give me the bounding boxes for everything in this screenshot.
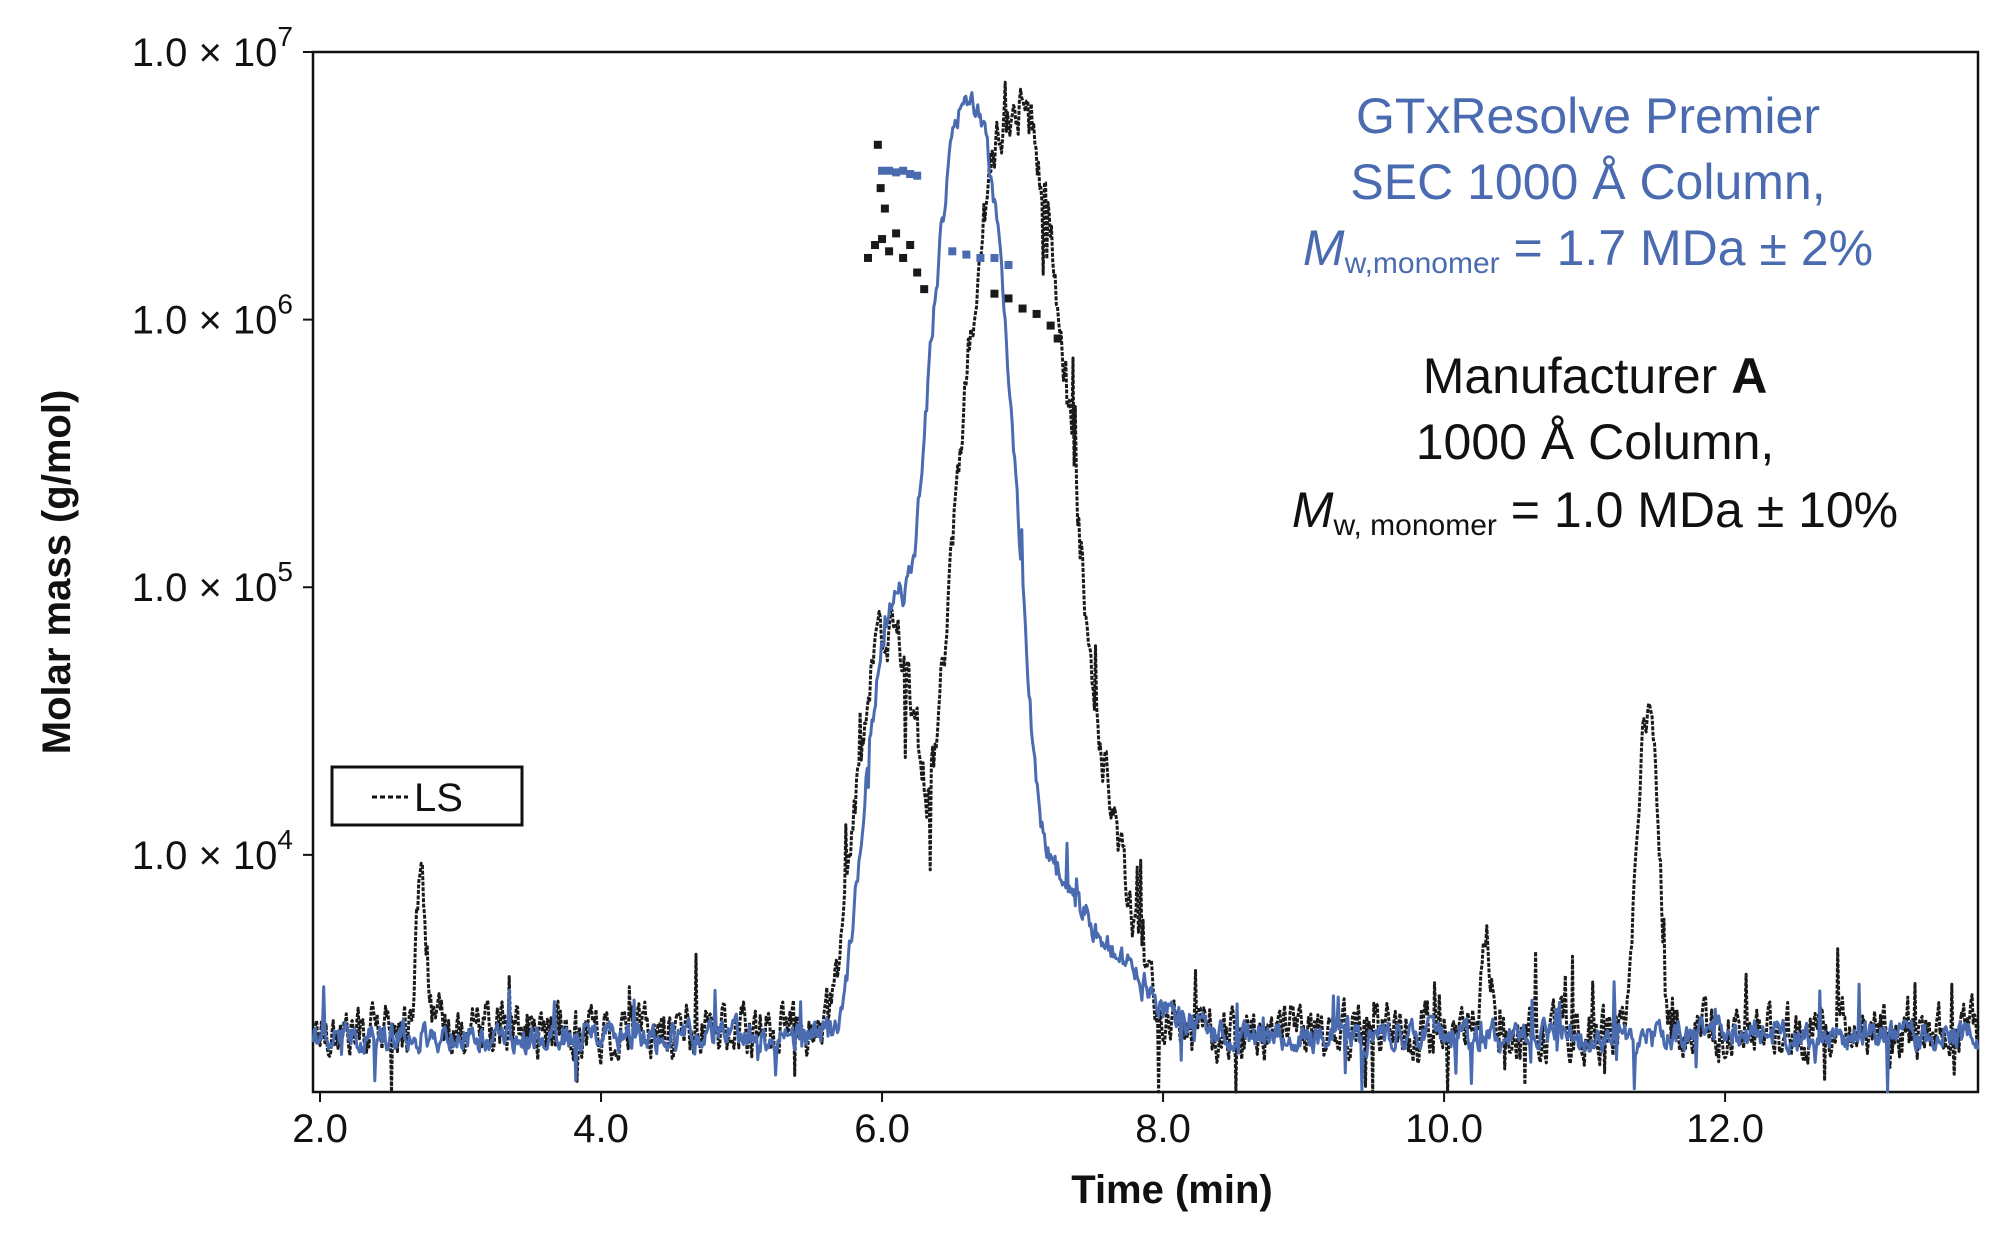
molar-mass-point <box>913 268 922 277</box>
annotation-black-line3: Mw, monomer = 1.0 MDa ± 10% <box>1292 482 1898 542</box>
y-axis-title: Molar mass (g/mol) <box>35 390 79 755</box>
y-tick-label: 1.0 × 107 <box>132 21 293 75</box>
molar-mass-point <box>873 140 882 149</box>
annotation-manufacturer-a: Manufacturer A 1000 Å Column, Mw, monome… <box>1292 348 1898 542</box>
x-tick-label: 10.0 <box>1405 1107 1483 1151</box>
molar-mass-point <box>1004 294 1013 303</box>
molar-mass-point <box>899 166 908 175</box>
y-axis-ticks: 1.0 × 107 1.0 × 106 1.0 × 105 1.0 × 104 <box>132 21 313 878</box>
molar-mass-point <box>878 166 887 175</box>
legend: LS <box>330 765 524 827</box>
molar-mass-point <box>948 247 957 256</box>
series-line-gtxresolve <box>311 91 1980 1094</box>
x-tick-label: 2.0 <box>292 1107 348 1151</box>
annotation-blue-line1: GTxResolve Premier <box>1356 88 1820 144</box>
molar-mass-point <box>976 253 985 262</box>
x-tick-label: 8.0 <box>1135 1107 1191 1151</box>
y-tick-label: 1.0 × 104 <box>132 824 293 878</box>
molar-mass-point <box>962 250 971 259</box>
molar-mass-point <box>990 253 999 262</box>
x-tick-label: 6.0 <box>854 1107 910 1151</box>
series-line-manufacturer-a <box>311 80 1980 1094</box>
x-axis-title: Time (min) <box>1071 1168 1273 1212</box>
molar-mass-point <box>892 229 901 238</box>
annotation-black-line2: 1000 Å Column, <box>1416 414 1775 470</box>
molar-mass-point <box>871 241 880 250</box>
molar-mass-point <box>880 204 889 213</box>
molar-mass-point <box>1004 260 1013 269</box>
annotation-blue-line2: SEC 1000 Å Column, <box>1350 154 1825 210</box>
y-tick-label: 1.0 × 106 <box>132 289 293 343</box>
series-layer <box>311 80 1980 1094</box>
molar-mass-point <box>1018 304 1027 313</box>
annotation-blue-line3: Mw,monomer = 1.7 MDa ± 2% <box>1303 220 1873 280</box>
molar-mass-point <box>899 253 908 262</box>
molar-mass-point <box>906 241 915 250</box>
molar-mass-point <box>913 171 922 180</box>
y-tick-label: 1.0 × 105 <box>132 556 293 610</box>
legend-box <box>330 765 524 827</box>
x-tick-label: 4.0 <box>573 1107 629 1151</box>
molar-mass-point <box>878 235 887 244</box>
x-axis-ticks: 2.0 4.0 6.0 8.0 10.0 12.0 <box>292 1092 1764 1151</box>
molar-mass-point <box>920 285 929 294</box>
plot-frame <box>311 50 1980 1094</box>
molar-mass-point <box>1032 309 1041 318</box>
molar-mass-point <box>885 247 894 256</box>
molar-mass-point <box>885 166 894 175</box>
molar-mass-point <box>990 289 999 298</box>
molar-mass-point <box>892 168 901 177</box>
molar-mass-point <box>906 170 915 179</box>
legend-label: LS <box>414 776 463 820</box>
molar-mass-point <box>1053 334 1062 343</box>
x-tick-label: 12.0 <box>1686 1107 1764 1151</box>
molar-mass-point <box>864 253 872 262</box>
annotation-black-line1: Manufacturer A <box>1423 348 1768 404</box>
annotation-gtxresolve: GTxResolve Premier SEC 1000 Å Column, Mw… <box>1303 88 1873 280</box>
molar-mass-point <box>1046 321 1055 330</box>
molar-mass-point <box>876 184 885 193</box>
